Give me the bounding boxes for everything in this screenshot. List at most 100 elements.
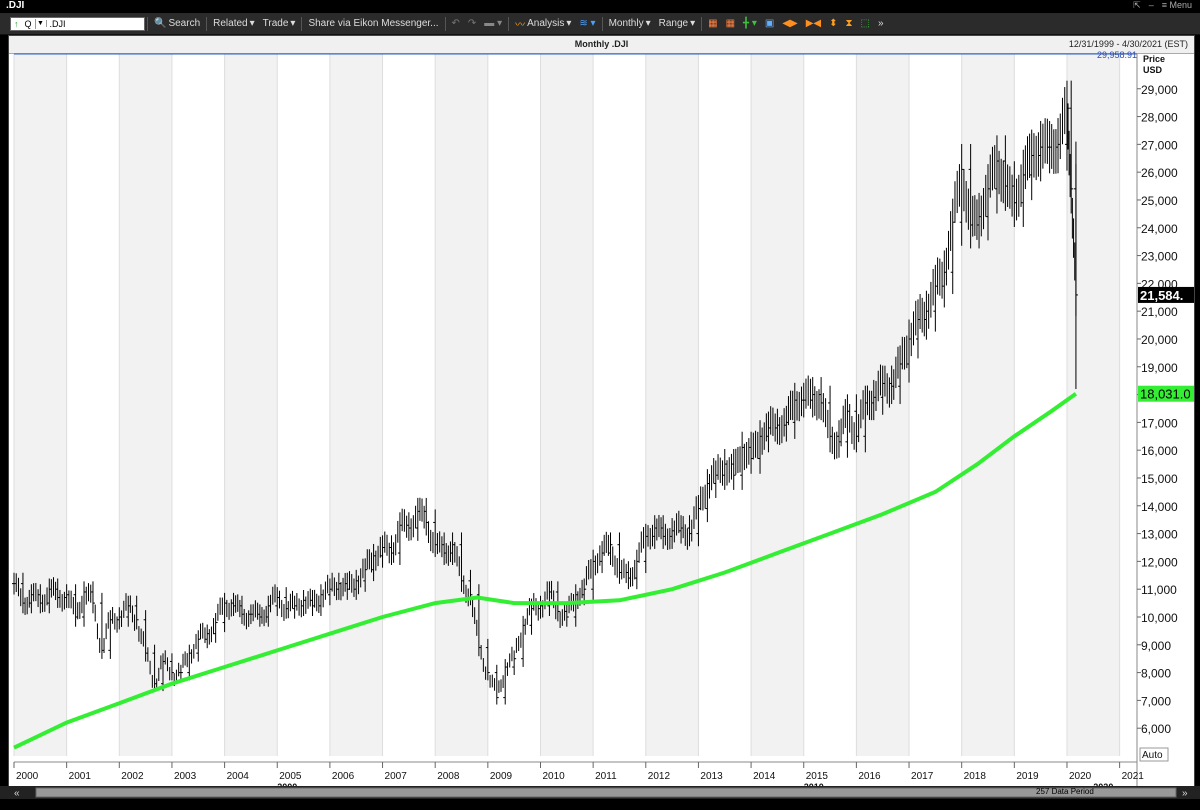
y-tick-label: 21,000 [1141,305,1178,319]
ric-input[interactable] [46,17,132,30]
moving-average-line [13,392,1078,750]
y-tick-label: 26,000 [1141,166,1178,180]
year-band [14,54,67,756]
currency-label: USD [1143,65,1163,75]
x-tick-label: 2012 [648,771,671,782]
x-tick-label: 2005 [279,771,302,782]
y-tick-label: 8,000 [1141,667,1171,681]
quote-type-selector[interactable]: Q [22,18,36,29]
ric-input-box[interactable]: ↑ Q ▼ [10,16,145,31]
x-tick-label: 2009 [490,771,513,782]
range-menu[interactable]: Range ▾ [658,18,696,29]
chevron-down-icon[interactable]: ▼ [36,20,47,27]
window-title: .DJI [6,0,25,11]
compare-icon[interactable]: ▦ [725,18,736,29]
x-tick-label: 2021 [1122,771,1145,782]
trade-menu[interactable]: Trade ▾ [262,18,296,29]
minimize-icon[interactable]: – [1148,0,1154,10]
search-icon: 🔍 [154,18,167,29]
scroll-left-icon[interactable]: ◀▶ [782,18,798,29]
last-price-tag-bg [1138,286,1194,303]
hourglass-icon[interactable]: ⧗ [845,18,853,29]
auto-scale-label[interactable]: Auto [1142,750,1163,761]
last-price-tag: 21,584. [1140,288,1183,303]
undo-icon[interactable]: ↶ [451,18,460,29]
share-button[interactable]: Share via Eikon Messenger... [308,18,439,29]
line-chart-icon[interactable]: ▦ [708,18,718,29]
x-tick-label: 2017 [911,771,934,782]
year-band [751,54,804,756]
x-tick-label: 2000 [16,771,39,782]
y-tick-label: 16,000 [1141,444,1178,458]
year-band [329,54,383,756]
y-tick-label: 25,000 [1141,194,1178,208]
year-band [435,54,488,756]
chart-date-range: 12/31/1999 - 4/30/2021 (EST) [1068,39,1188,49]
x-tick-label: 2006 [332,771,355,782]
y-tick-label: 14,000 [1141,500,1178,514]
chart-title: Monthly .DJI [574,39,629,49]
year-band [1066,54,1120,756]
x-tick-label: 2007 [385,771,408,782]
year-band [961,54,1015,756]
chart-panel: Monthly .DJI 12/31/1999 - 4/30/2021 (EST… [8,35,1195,799]
y-tick-label: 24,000 [1141,222,1178,236]
y-tick-label: 17,000 [1141,416,1178,430]
year-band [540,54,594,756]
y-tick-label: 10,000 [1141,611,1178,625]
ma-price-tag-bg [1138,385,1194,402]
window-titlebar: .DJI ⇱ – ≡ Menu [0,0,1200,13]
x-tick-label: 2004 [227,771,250,782]
high-marker: 29,958.91 [1097,50,1137,60]
toolbar: ↑ Q ▼ 🔍Search Related ▾ Trade ▾ Share vi… [0,13,1200,35]
folder-icon[interactable]: ▬ ▾ [484,18,503,29]
pin-icon[interactable]: ⇱ [1133,0,1141,10]
status-bar [0,799,1200,810]
menu-button[interactable]: ≡ Menu [1161,0,1192,10]
time-scrollbar[interactable]: « » 257 Data Period [0,786,1200,799]
x-tick-label: 2015 [806,771,829,782]
y-tick-label: 15,000 [1141,472,1178,486]
zoom-vertical-icon[interactable]: ⬍ [829,18,838,29]
y-tick-label: 7,000 [1141,694,1171,708]
y-tick-label: 9,000 [1141,639,1171,653]
y-tick-label: 20,000 [1141,333,1178,347]
scroll-right-icon[interactable]: ▶◀ [805,18,822,29]
x-tick-label: 2008 [437,771,460,782]
y-tick-label: 19,000 [1141,361,1178,375]
interval-menu[interactable]: Monthly ▾ [608,18,651,29]
x-tick-label: 2001 [69,771,92,782]
x-tick-label: 2013 [700,771,723,782]
more-icon[interactable]: » [877,18,884,29]
x-tick-label: 2002 [121,771,144,782]
x-tick-label: 2018 [964,771,987,782]
scroll-right-button[interactable]: » [1182,788,1188,799]
y-tick-label: 6,000 [1141,722,1171,736]
x-tick-label: 2011 [595,771,617,782]
search-button[interactable]: 🔍 Search [154,18,201,29]
analysis-icon: 〰 [515,20,526,31]
scroll-left-button[interactable]: « [14,788,20,799]
auto-scale-box[interactable] [1139,747,1169,762]
x-tick-label: 2014 [753,771,776,782]
price-chart[interactable]: 6,000 7,000 8,000 9,000 10,000 11,000 12,000 13… [9,36,1194,798]
analysis-menu[interactable]: 〰 Analysis ▾ [515,18,572,31]
year-band [645,54,699,756]
y-tick-label: 12,000 [1141,555,1178,569]
related-menu[interactable]: Related ▾ [213,18,255,29]
ma-price-tag: 18,031.0 [1140,387,1191,402]
x-tick-label: 2010 [542,771,565,782]
box-icon[interactable]: ▣ [764,18,775,29]
select-icon[interactable]: ⬚ [860,18,870,29]
y-tick-label: 23,000 [1141,250,1178,264]
overlay-icon[interactable]: ≋ ▾ [579,18,596,29]
up-arrow-icon: ↑ [14,18,19,29]
x-tick-label: 2020 [1069,771,1092,782]
y-tick-label: 11,000 [1141,583,1177,597]
y-tick-label: 28,000 [1141,111,1178,125]
redo-icon[interactable]: ↷ [467,18,477,29]
x-tick-label: 2019 [1016,771,1039,782]
x-tick-label: 2016 [858,771,881,782]
data-period-label: 257 Data Period [1036,787,1094,796]
crosshair-icon[interactable]: ╋ ▾ [743,18,757,29]
